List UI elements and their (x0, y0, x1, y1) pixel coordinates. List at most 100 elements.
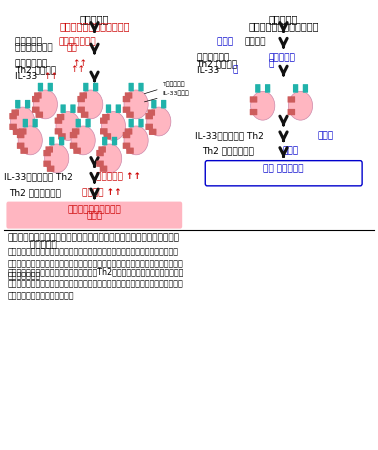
Circle shape (101, 112, 125, 140)
FancyBboxPatch shape (100, 166, 107, 172)
FancyBboxPatch shape (36, 112, 43, 118)
Text: アレルギー性気道炎症: アレルギー性気道炎症 (68, 205, 121, 214)
FancyBboxPatch shape (43, 150, 51, 156)
FancyBboxPatch shape (55, 128, 62, 135)
Circle shape (11, 107, 35, 136)
FancyBboxPatch shape (123, 132, 130, 138)
FancyBboxPatch shape (106, 104, 111, 113)
Text: 気道上皮の: 気道上皮の (15, 37, 45, 46)
FancyBboxPatch shape (96, 150, 104, 156)
FancyBboxPatch shape (49, 137, 54, 145)
Text: 気道上皮: 気道上皮 (245, 37, 266, 46)
FancyBboxPatch shape (126, 148, 134, 154)
FancyBboxPatch shape (138, 83, 144, 91)
FancyBboxPatch shape (83, 83, 88, 91)
FancyBboxPatch shape (102, 114, 110, 120)
Circle shape (124, 126, 148, 155)
FancyBboxPatch shape (58, 133, 66, 140)
FancyBboxPatch shape (129, 83, 134, 91)
Text: 低: 低 (232, 66, 237, 75)
FancyBboxPatch shape (45, 146, 53, 153)
Text: ↑↑: ↑↑ (43, 72, 59, 81)
Circle shape (98, 144, 122, 173)
Text: 発症 に至らす！: 発症 に至らす！ (263, 164, 304, 173)
FancyBboxPatch shape (13, 129, 20, 135)
Circle shape (18, 126, 42, 155)
FancyBboxPatch shape (70, 143, 77, 149)
FancyBboxPatch shape (57, 114, 64, 120)
FancyBboxPatch shape (116, 104, 121, 113)
Text: 発症しない: 発症しない (8, 240, 56, 249)
FancyBboxPatch shape (77, 107, 85, 113)
FancyBboxPatch shape (77, 96, 85, 102)
FancyBboxPatch shape (102, 137, 107, 145)
FancyBboxPatch shape (123, 96, 130, 102)
Text: たとえ経皮抗原感作が成立して抗原特異的Th2細胞が体内に存在する状態であっ
ても、吸入される少量の抗原がプロテアーゼ活性をもたない場合にはアレルギー性
気道炎症: たとえ経皮抗原感作が成立して抗原特異的Th2細胞が体内に存在する状態であっ ても… (8, 268, 184, 300)
FancyBboxPatch shape (85, 119, 91, 127)
FancyBboxPatch shape (17, 132, 25, 138)
Text: 産生亢進 ↑↑: 産生亢進 ↑↑ (82, 188, 122, 197)
FancyBboxPatch shape (126, 112, 134, 118)
Circle shape (45, 144, 69, 173)
FancyBboxPatch shape (15, 100, 20, 108)
Text: Th2 誘引物質: Th2 誘引物質 (15, 65, 59, 74)
FancyBboxPatch shape (60, 104, 66, 113)
FancyBboxPatch shape (104, 133, 111, 140)
Circle shape (56, 112, 80, 140)
FancyBboxPatch shape (59, 137, 64, 145)
Text: Th2 サイトカイン: Th2 サイトカイン (202, 147, 257, 156)
FancyBboxPatch shape (20, 148, 28, 154)
FancyBboxPatch shape (123, 143, 130, 149)
FancyBboxPatch shape (81, 112, 88, 118)
Text: 気道上皮細胞の: 気道上皮細胞の (15, 44, 56, 53)
Text: 抗原取り込み: 抗原取り込み (197, 53, 232, 62)
FancyBboxPatch shape (146, 124, 153, 130)
FancyBboxPatch shape (34, 92, 42, 99)
FancyBboxPatch shape (288, 109, 295, 115)
Text: 少量の抗原: 少量の抗原 (269, 14, 298, 24)
FancyBboxPatch shape (9, 124, 17, 130)
FancyBboxPatch shape (125, 92, 132, 99)
Text: 少ない: 少ない (283, 147, 299, 156)
Text: （プロテアーゼ活性あり）: （プロテアーゼ活性あり） (59, 22, 130, 32)
Text: 浸潤・増殖 ↑↑: 浸潤・増殖 ↑↑ (96, 172, 141, 181)
Text: バリア機能減弱: バリア機能減弱 (59, 37, 96, 46)
Text: 抗原取り込み: 抗原取り込み (15, 59, 50, 68)
FancyBboxPatch shape (19, 128, 26, 135)
Text: IL-33受容体陽性 Th2: IL-33受容体陽性 Th2 (195, 131, 266, 140)
Circle shape (124, 90, 148, 119)
Text: IL-33受容体陽性 Th2: IL-33受容体陽性 Th2 (4, 172, 75, 181)
Text: IL-33: IL-33 (197, 66, 222, 75)
FancyBboxPatch shape (17, 143, 25, 149)
FancyBboxPatch shape (98, 146, 106, 153)
FancyBboxPatch shape (100, 117, 108, 124)
FancyBboxPatch shape (70, 132, 77, 138)
Text: ↑↑: ↑↑ (72, 59, 87, 68)
FancyBboxPatch shape (6, 202, 182, 229)
Text: Th2 誘引物質: Th2 誘引物質 (197, 59, 240, 68)
Text: 低: 低 (268, 59, 274, 68)
Circle shape (79, 90, 103, 119)
FancyBboxPatch shape (32, 96, 40, 102)
Text: Th2 サイトカイン: Th2 サイトカイン (9, 188, 64, 197)
Circle shape (251, 91, 275, 120)
FancyBboxPatch shape (72, 128, 79, 135)
Text: プロテアーゼ活性を有する抗原と接触した気道上皮はバリア機能が減弱し細胞が
損傷を受けた異常な状態となり、図示した機序によってアレルギー性気道炎症を発
症する（左: プロテアーゼ活性を有する抗原と接触した気道上皮はバリア機能が減弱し細胞が 損傷を… (8, 248, 183, 280)
FancyBboxPatch shape (73, 148, 81, 154)
FancyBboxPatch shape (33, 119, 38, 127)
FancyBboxPatch shape (70, 104, 76, 113)
Text: 少ない: 少ない (318, 131, 334, 140)
Text: 図１．少量の吸入抗原にプロテアーゼ活性がないと呼吸器アレルギーは: 図１．少量の吸入抗原にプロテアーゼ活性がないと呼吸器アレルギーは (8, 233, 180, 242)
Text: 正常な: 正常な (217, 37, 236, 46)
FancyBboxPatch shape (43, 161, 51, 167)
FancyBboxPatch shape (288, 96, 295, 103)
FancyBboxPatch shape (265, 84, 270, 93)
FancyBboxPatch shape (205, 161, 362, 186)
FancyBboxPatch shape (255, 84, 260, 93)
FancyBboxPatch shape (32, 107, 40, 113)
FancyBboxPatch shape (96, 161, 104, 167)
FancyBboxPatch shape (100, 128, 108, 135)
FancyBboxPatch shape (123, 107, 130, 113)
FancyBboxPatch shape (47, 166, 54, 172)
FancyBboxPatch shape (79, 92, 87, 99)
